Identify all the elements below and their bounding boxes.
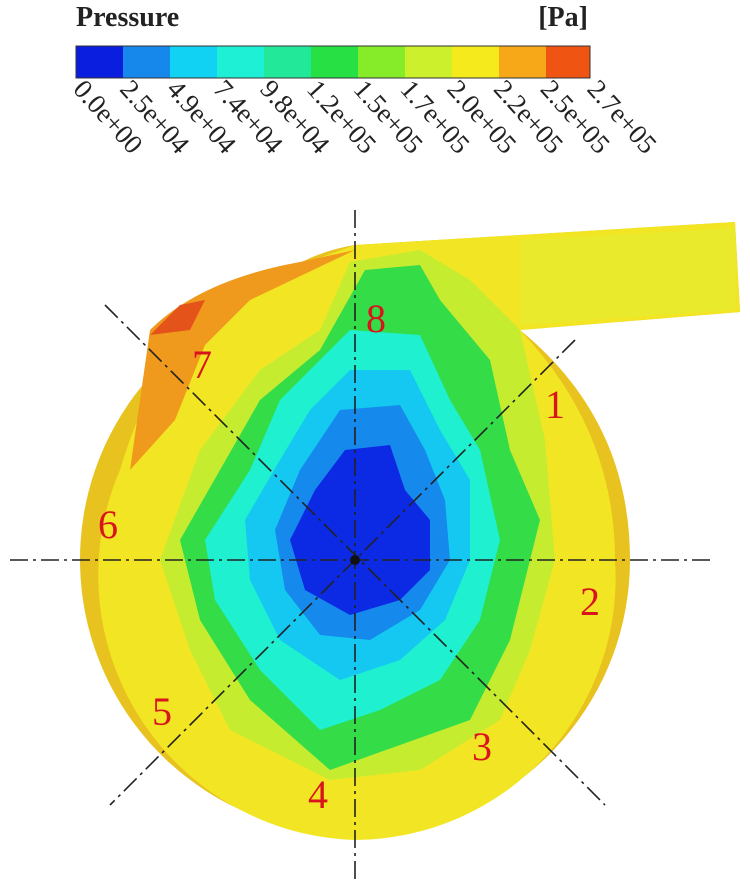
legend-unit: [Pa]: [538, 2, 588, 33]
section-label: 5: [152, 689, 172, 734]
pump-contour: [80, 222, 740, 840]
section-label: 4: [308, 772, 328, 817]
section-label: 2: [580, 579, 600, 624]
section-axes: [10, 210, 715, 880]
colorbar: [75, 45, 591, 79]
section-label: 7: [192, 342, 212, 387]
section-label: 3: [472, 724, 492, 769]
section-label: 1: [545, 382, 565, 427]
section-label: 8: [366, 296, 386, 341]
legend-title: Pressure: [76, 2, 179, 33]
section-label: 6: [98, 502, 118, 547]
